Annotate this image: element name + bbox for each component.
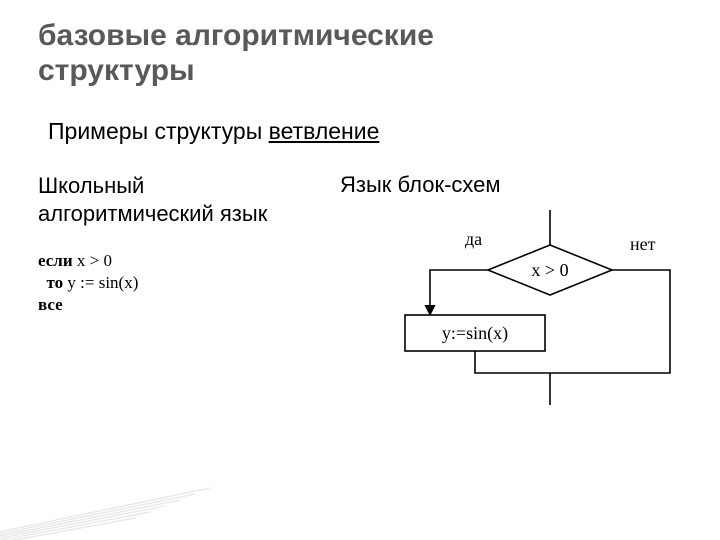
svg-text:да: да [465, 229, 482, 249]
pseudocode-block: если x > 0 то y := sin(x) все [38, 250, 138, 315]
subtitle-underlined: ветвление [269, 118, 380, 144]
page-title: базовые алгоритмические структуры [38, 18, 434, 89]
subtitle-prefix: Примеры структуры [48, 118, 269, 144]
svg-text:x > 0: x > 0 [531, 260, 568, 280]
svg-text:y:=sin(x): y:=sin(x) [442, 323, 508, 344]
title-line-1: базовые алгоритмические [38, 19, 434, 52]
right-column-heading: Язык блок-схем [340, 172, 501, 198]
then-body: y := sin(x) [63, 273, 138, 292]
kw-if: если [38, 251, 73, 270]
cond-text: x > 0 [73, 251, 112, 270]
flowchart: x > 0 да нет y:=sin(x) [370, 200, 690, 420]
kw-then: то [47, 273, 64, 292]
svg-text:нет: нет [630, 234, 656, 254]
title-line-2: структуры [38, 54, 195, 87]
left-column-heading: Школьный алгоритмический язык [38, 172, 318, 227]
decorative-lines-icon [0, 480, 220, 540]
kw-end: все [38, 295, 63, 314]
subtitle: Примеры структуры ветвление [48, 118, 379, 145]
